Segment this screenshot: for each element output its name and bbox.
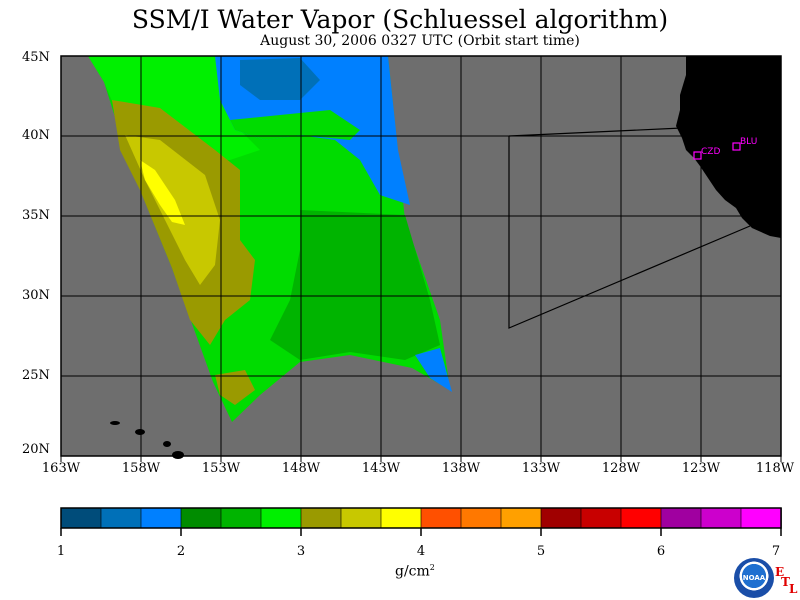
lat-label-45n: 45N: [22, 50, 50, 65]
land-mass: [676, 56, 781, 238]
etl-logo-e: E: [775, 565, 785, 579]
colorbar: [60, 507, 782, 529]
colorbar-units: g/cm2: [395, 563, 435, 580]
colorbar-swatch: [300, 507, 342, 529]
hawaii-islands: [110, 421, 184, 459]
lat-lon-grid: [61, 56, 781, 456]
colorbar-swatch: [460, 507, 502, 529]
colorbar-swatch: [180, 507, 222, 529]
lon-label-123w: 123W: [681, 461, 721, 476]
map-title: SSM/I Water Vapor (Schluessel algorithm): [131, 5, 669, 34]
colorbar-swatch: [340, 507, 382, 529]
colorbar-swatch: [540, 507, 582, 529]
colorbar-swatch: [60, 507, 102, 529]
colorbar-tick-1: 1: [56, 544, 66, 559]
map-frame: [60, 55, 782, 457]
noaa-logo-text: NOAA: [742, 574, 766, 582]
station-marker-czd: [693, 151, 702, 160]
colorbar-swatch: [100, 507, 142, 529]
axis-ticks: [60, 456, 782, 462]
swath-zone-teal: [240, 58, 320, 100]
lat-label-25n: 25N: [22, 368, 50, 383]
units-exponent: 2: [429, 563, 435, 572]
lon-label-143w: 143W: [361, 461, 401, 476]
lon-label-158w: 158W: [121, 461, 161, 476]
colorbar-swatch: [700, 507, 742, 529]
colorbar-tick-4: 4: [416, 544, 426, 559]
water-vapor-swath: [88, 56, 452, 422]
colorbar-swatch: [140, 507, 182, 529]
units-base: g/cm: [395, 563, 430, 580]
station-marker-blu: [732, 142, 741, 151]
lon-label-148w: 148W: [281, 461, 321, 476]
colorbar-tick-5: 5: [536, 544, 546, 559]
station-label-blu: BLU: [740, 137, 758, 147]
sector-outline-top: [508, 127, 683, 137]
etl-logo-l: L: [789, 582, 798, 596]
lon-label-163w: 163W: [41, 461, 81, 476]
swath-zone-blue-south: [415, 348, 452, 392]
colorbar-swatch: [580, 507, 622, 529]
colorbar-swatch: [620, 507, 662, 529]
colorbar-ticks: [60, 528, 782, 536]
lat-label-35n: 35N: [22, 208, 50, 223]
colorbar-swatch: [220, 507, 262, 529]
etl-logo-t: T: [781, 575, 790, 589]
lat-label-30n: 30N: [22, 288, 50, 303]
colorbar-tick-2: 2: [176, 544, 186, 559]
lat-label-40n: 40N: [22, 128, 50, 143]
lon-label-128w: 128W: [601, 461, 641, 476]
colorbar-tick-6: 6: [656, 544, 666, 559]
lon-label-138w: 138W: [441, 461, 481, 476]
colorbar-swatch: [260, 507, 302, 529]
colorbar-swatch: [420, 507, 462, 529]
colorbar-tick-3: 3: [296, 544, 306, 559]
noaa-logo: NOAA: [734, 558, 774, 598]
swath-zone-darkgreen: [270, 210, 440, 360]
sector-outline: [508, 136, 751, 329]
lat-label-20n: 20N: [22, 442, 50, 457]
colorbar-swatch: [740, 507, 782, 529]
swath-zone-brightgreen: [88, 56, 260, 160]
swath-zone-olive-south: [215, 370, 255, 405]
lon-label-118w: 118W: [755, 461, 795, 476]
colorbar-swatch: [500, 507, 542, 529]
swath-zone-yellow: [140, 160, 185, 225]
swath-zone-green-tongue: [230, 110, 360, 140]
colorbar-swatch: [660, 507, 702, 529]
lon-label-133w: 133W: [521, 461, 561, 476]
station-label-czd: CZD: [701, 147, 721, 157]
map-subtitle: August 30, 2006 0327 UTC (Orbit start ti…: [260, 33, 580, 49]
colorbar-tick-7: 7: [771, 544, 781, 559]
lon-label-153w: 153W: [201, 461, 241, 476]
colorbar-swatch: [380, 507, 422, 529]
